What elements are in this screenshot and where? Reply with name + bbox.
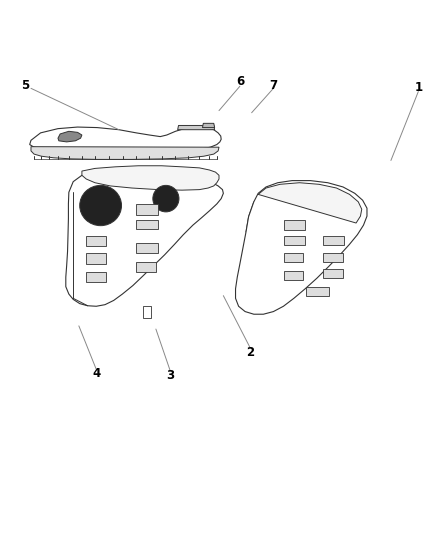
Ellipse shape [80, 185, 121, 225]
Polygon shape [143, 306, 151, 318]
Polygon shape [58, 131, 82, 142]
Polygon shape [136, 262, 156, 272]
Polygon shape [202, 123, 215, 127]
Polygon shape [86, 272, 106, 282]
Text: 7: 7 [269, 79, 277, 92]
Polygon shape [306, 287, 328, 296]
Text: 5: 5 [21, 79, 29, 92]
Text: 2: 2 [246, 346, 254, 359]
Text: 6: 6 [236, 76, 244, 88]
Polygon shape [284, 253, 303, 262]
Polygon shape [136, 220, 158, 229]
Polygon shape [66, 168, 223, 306]
Polygon shape [323, 236, 344, 245]
Text: 1: 1 [414, 81, 422, 94]
Text: 3: 3 [166, 369, 174, 382]
Polygon shape [323, 253, 343, 262]
Polygon shape [136, 204, 158, 215]
Polygon shape [284, 271, 303, 280]
Polygon shape [284, 220, 305, 230]
Polygon shape [178, 125, 215, 130]
Polygon shape [86, 236, 106, 246]
Polygon shape [258, 183, 362, 223]
Text: 4: 4 [92, 367, 100, 380]
Polygon shape [236, 181, 367, 314]
Polygon shape [82, 166, 219, 190]
Ellipse shape [153, 185, 179, 212]
Polygon shape [136, 243, 158, 253]
Polygon shape [86, 253, 106, 264]
Polygon shape [30, 127, 221, 152]
Polygon shape [284, 236, 305, 245]
Polygon shape [323, 269, 343, 278]
Polygon shape [31, 147, 219, 159]
